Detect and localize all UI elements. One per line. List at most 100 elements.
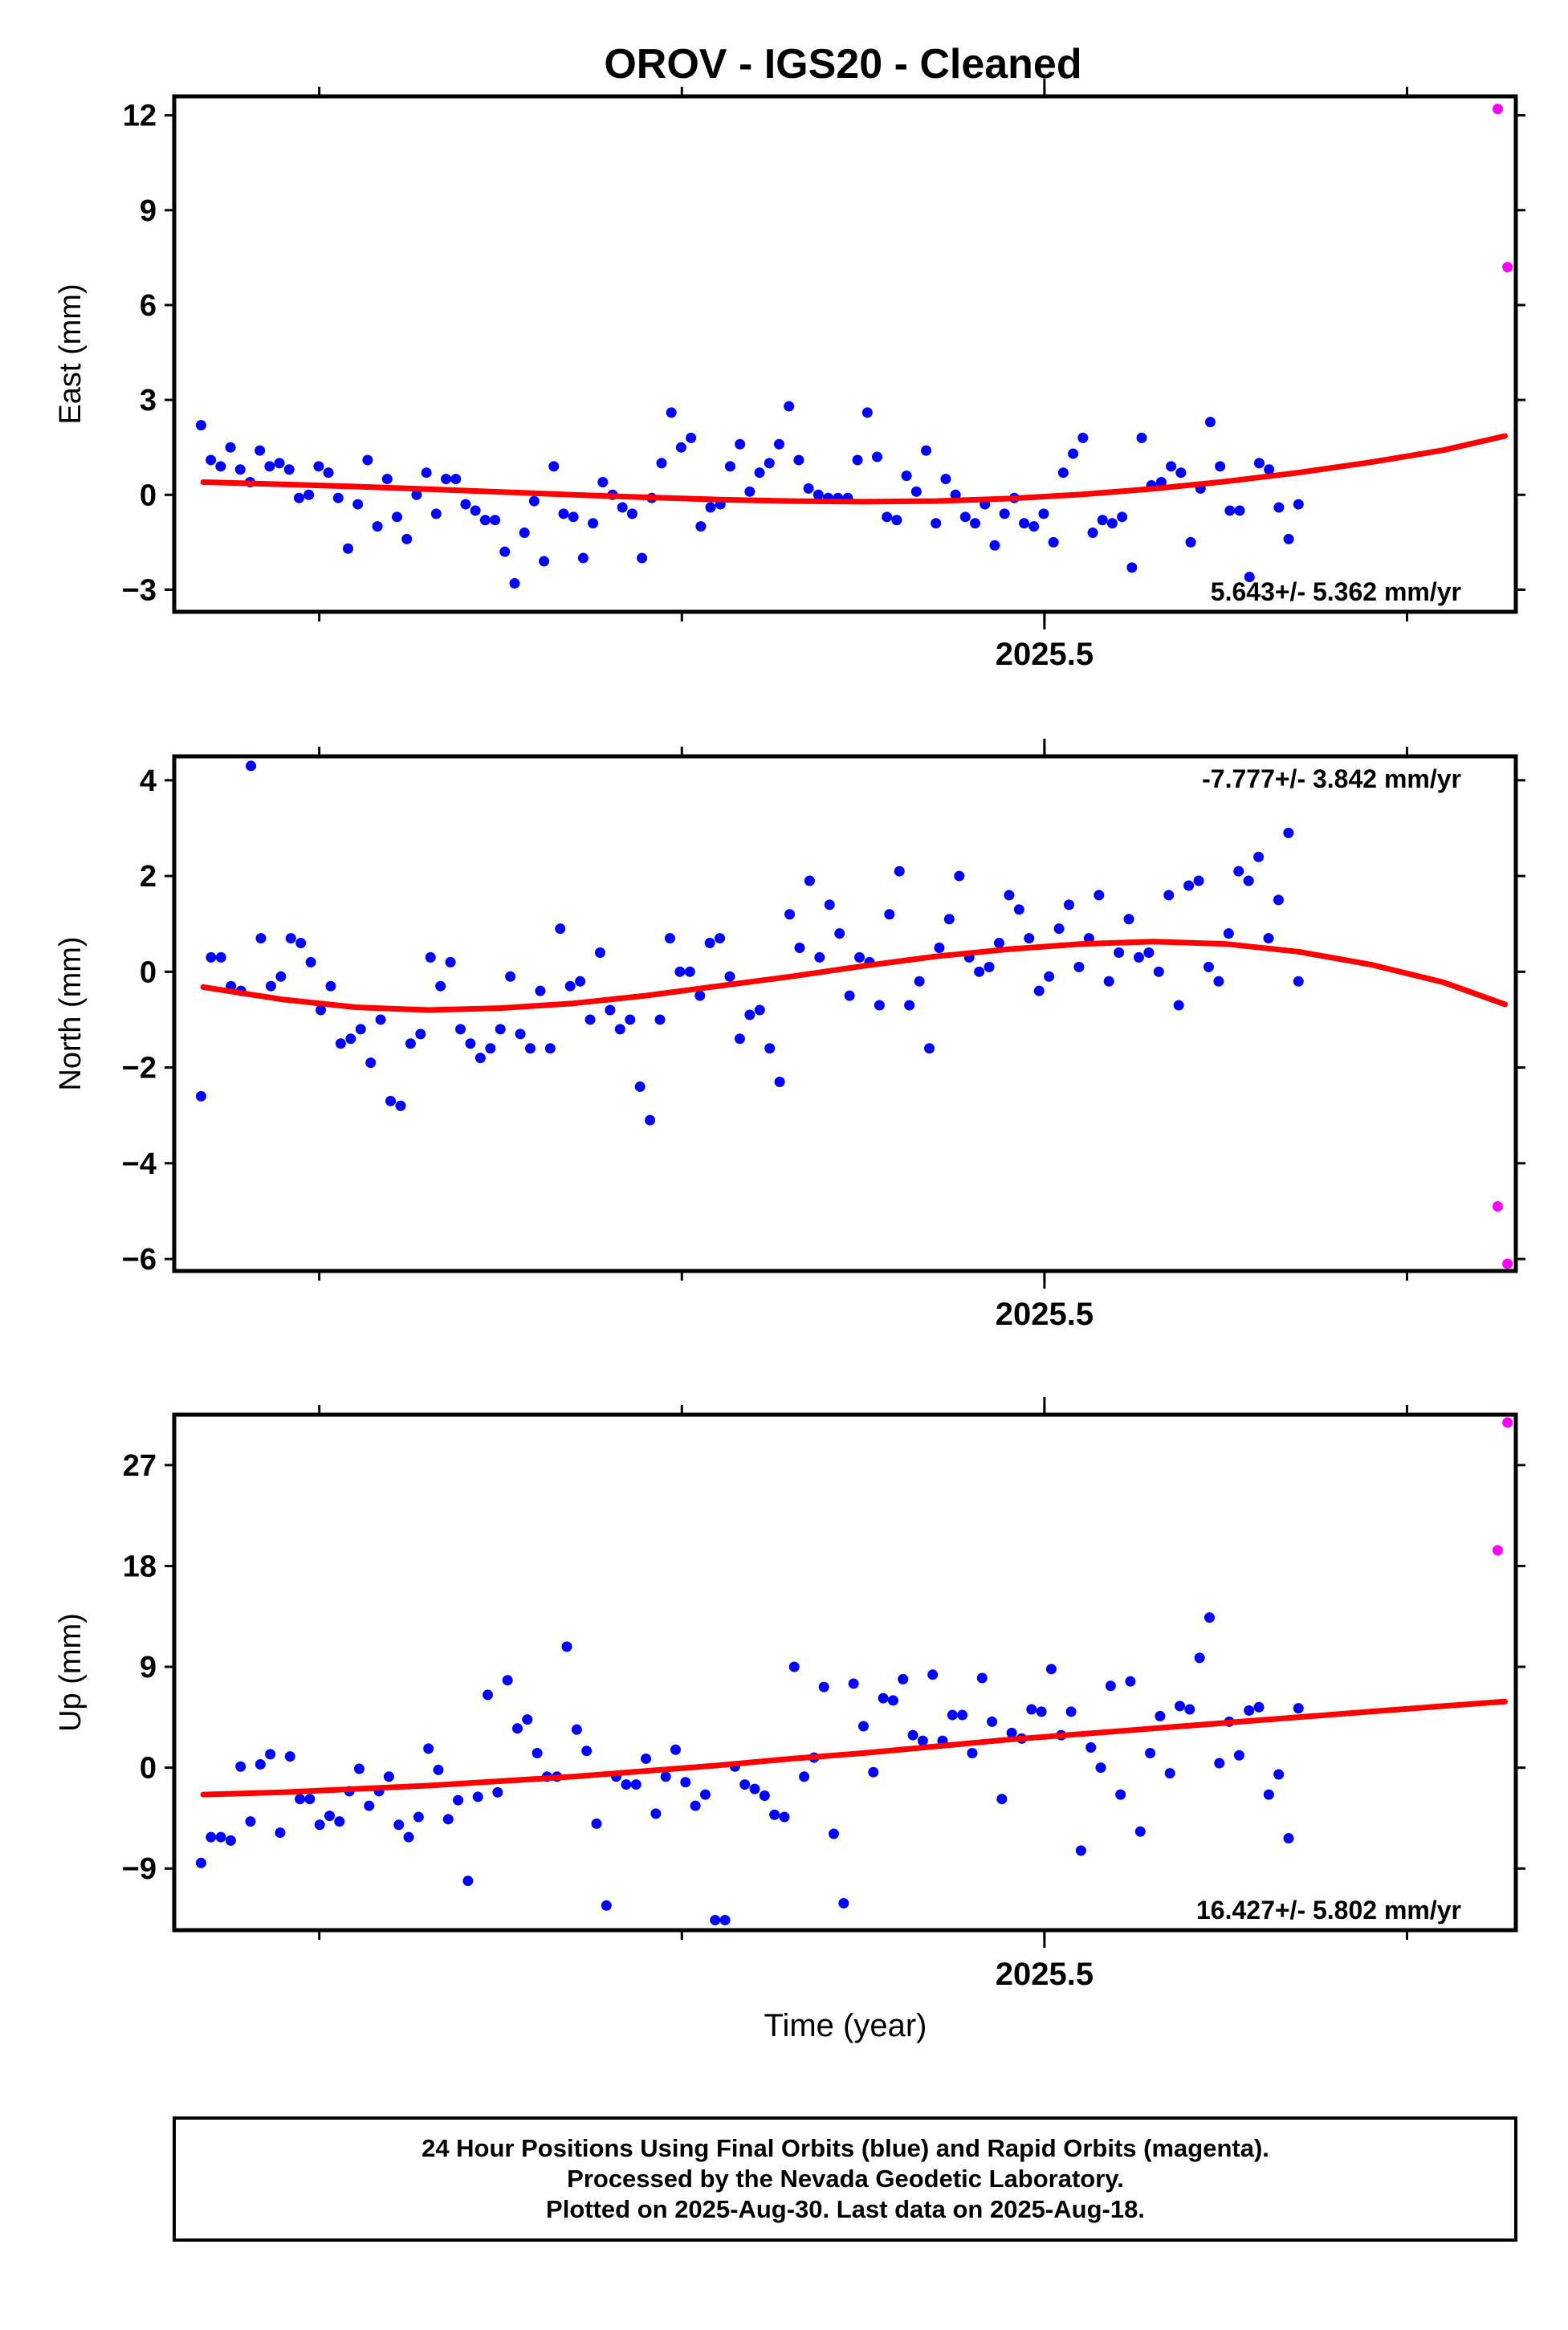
north-final-point [984,961,995,972]
east-final-point [430,508,442,519]
up-final-point [265,1749,276,1760]
east-final-point [872,451,883,462]
up-final-point [1214,1758,1225,1769]
north-final-point [724,971,735,982]
east-final-point [852,454,863,466]
east-y-tick-label: 6 [140,289,157,323]
east-final-point [597,477,609,488]
up-final-point [1036,1706,1047,1717]
north-y-axis-label: North (mm) [54,936,88,1090]
east-final-point [568,511,579,523]
east-final-point [195,420,206,431]
east-final-point [793,454,804,466]
up-final-point [581,1745,593,1757]
east-final-point [1117,511,1128,523]
east-final-point [1215,461,1226,472]
north-final-point [934,943,945,954]
up-y-tick-label: 18 [123,1550,157,1583]
east-final-point [1077,432,1089,443]
up-final-point [275,1827,286,1839]
up-final-point [295,1794,306,1805]
up-final-point [630,1779,641,1790]
up-final-point [1065,1706,1077,1717]
east-final-point [206,454,217,466]
east-final-point [1048,536,1059,548]
north-final-point [495,1024,506,1035]
east-final-point [686,432,697,443]
east-final-point [421,467,432,479]
east-final-point [558,508,569,519]
up-final-point [699,1789,711,1800]
north-final-point [1223,928,1234,939]
east-final-point [323,467,334,479]
east-final-point [342,543,353,554]
up-rapid-point [1492,1545,1503,1556]
north-final-point [625,1014,636,1025]
east-rapid-point [1502,262,1513,273]
x-axis-label: Time (year) [764,2008,927,2043]
up-final-point [522,1714,533,1725]
east-final-point [1126,562,1138,573]
north-final-point [1203,961,1214,972]
up-final-point [1134,1826,1146,1837]
north-final-point [485,1043,496,1054]
up-final-point [660,1771,671,1782]
north-final-point [474,1053,486,1064]
up-final-point [215,1831,226,1843]
up-final-point [225,1835,236,1846]
east-final-point [1204,417,1216,428]
east-final-point [303,489,315,500]
up-fit-line [200,1698,1508,1798]
east-plot-area [195,104,1513,589]
up-final-point [838,1898,849,1909]
up-final-point [829,1828,840,1839]
north-final-point [794,943,805,954]
up-final-point [848,1678,859,1689]
east-final-point [283,464,295,475]
up-final-point [1105,1680,1116,1692]
up-final-point [1155,1710,1166,1721]
north-final-point [943,914,955,925]
north-final-point [1073,961,1085,972]
caption-line-2: Processed by the Nevada Geodetic Laborat… [567,2165,1124,2193]
east-final-point [411,489,422,500]
up-final-point [502,1675,513,1686]
north-y-tick-label: −6 [122,1243,157,1277]
east-frame [172,94,1518,614]
up-final-point [492,1786,503,1798]
north-final-point [445,956,456,967]
east-final-point [332,492,344,503]
up-final-point [324,1811,336,1822]
north-final-point [535,985,546,996]
up-final-point [1263,1789,1274,1800]
up-final-point [1026,1704,1037,1715]
up-final-point [235,1761,246,1772]
north-final-point [1143,947,1155,958]
east-final-point [1106,518,1118,529]
up-final-point [364,1800,375,1811]
east-final-point [234,464,246,475]
east-final-point [754,467,765,479]
east-final-point [1155,477,1167,488]
east-final-point [1097,515,1108,526]
east-final-point [293,492,304,503]
up-final-point [680,1777,691,1788]
up-rapid-point [1502,1417,1513,1428]
east-final-point [744,486,755,497]
east-final-point [735,438,746,450]
east-final-point [675,442,686,453]
north-final-point [734,1033,745,1045]
up-final-point [314,1819,325,1831]
east-final-point [470,505,481,516]
up-final-point [769,1809,780,1820]
east-final-point [264,461,275,472]
north-final-point [774,1076,785,1087]
north-final-point [1183,880,1195,891]
north-final-point [844,990,855,1001]
north-final-point [1013,904,1024,915]
east-rate-label: 5.643+/- 5.362 mm/yr [1211,577,1461,606]
east-final-point [656,458,667,469]
east-final-point [460,499,471,510]
east-final-point [773,438,784,450]
